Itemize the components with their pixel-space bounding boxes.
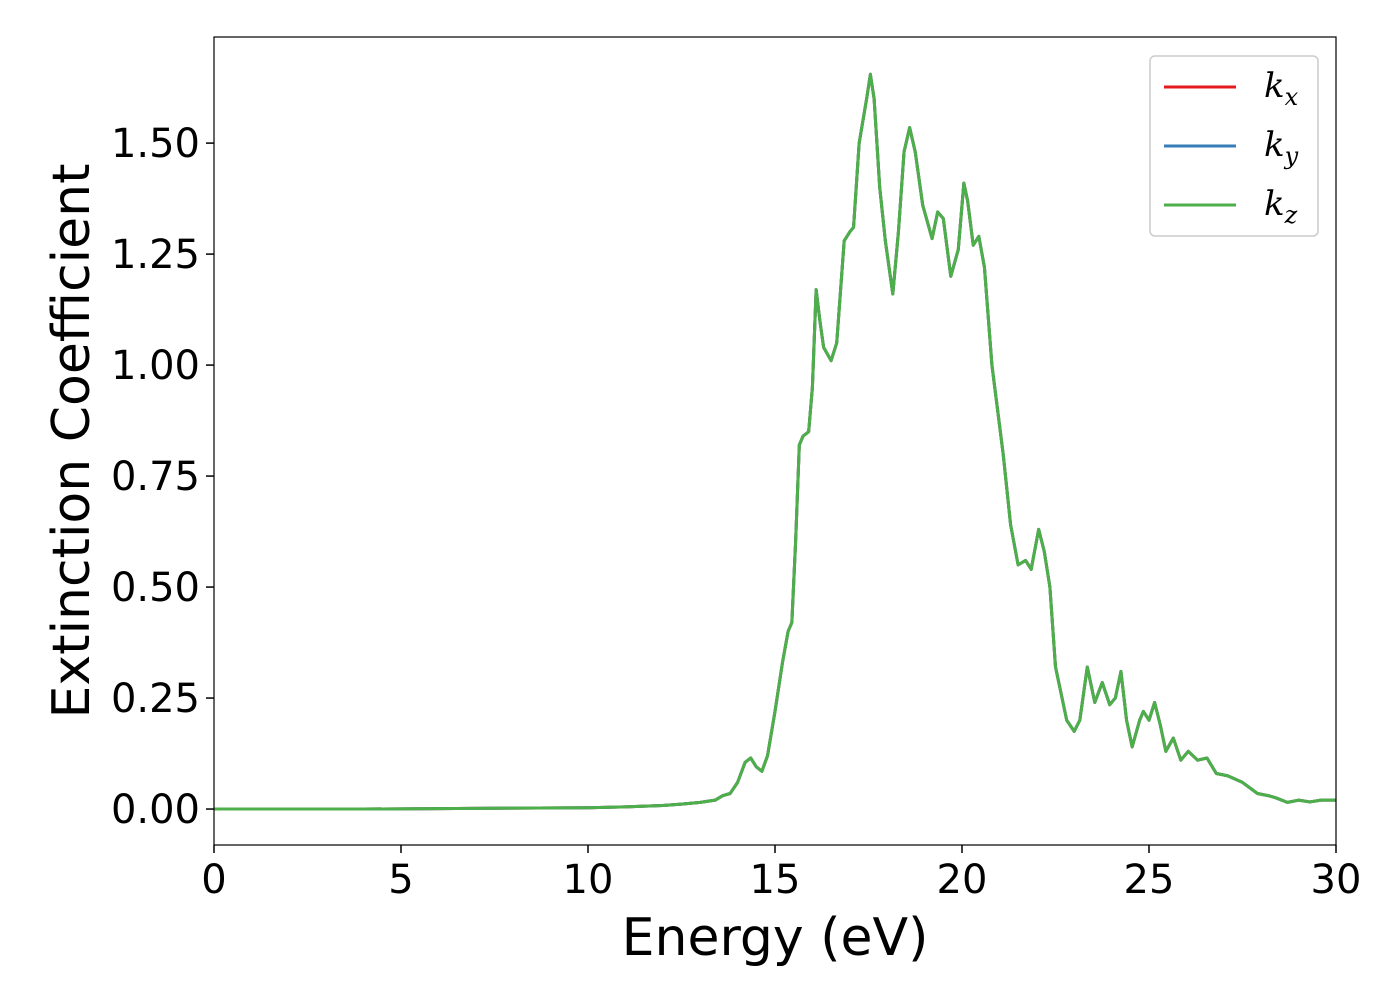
x-tick-label: 25 [1124,857,1175,903]
x-tick-label: 30 [1311,857,1362,903]
x-tick-label: 0 [201,857,226,903]
x-tick-label: 10 [563,857,614,903]
y-tick-label: 1.50 [111,121,200,167]
legend-label: kx [1264,66,1299,111]
legend-label: kz [1264,184,1298,229]
y-tick-label: 1.00 [111,343,200,389]
y-tick-label: 1.25 [111,232,200,278]
legend-label: ky [1264,125,1299,170]
x-tick-label: 15 [750,857,801,903]
x-tick-label: 5 [388,857,413,903]
series-line [214,72,1336,811]
y-tick-label: 0.75 [111,454,200,500]
x-axis-label: Energy (eV) [622,908,929,968]
y-axis-label: Extinction Coefficient [42,164,102,719]
plot-frame [213,36,1337,846]
x-tick-label: 20 [937,857,988,903]
y-tick-label: 0.00 [111,787,200,833]
y-tick-label: 0.50 [111,565,200,611]
y-tick-label: 0.25 [111,676,200,722]
